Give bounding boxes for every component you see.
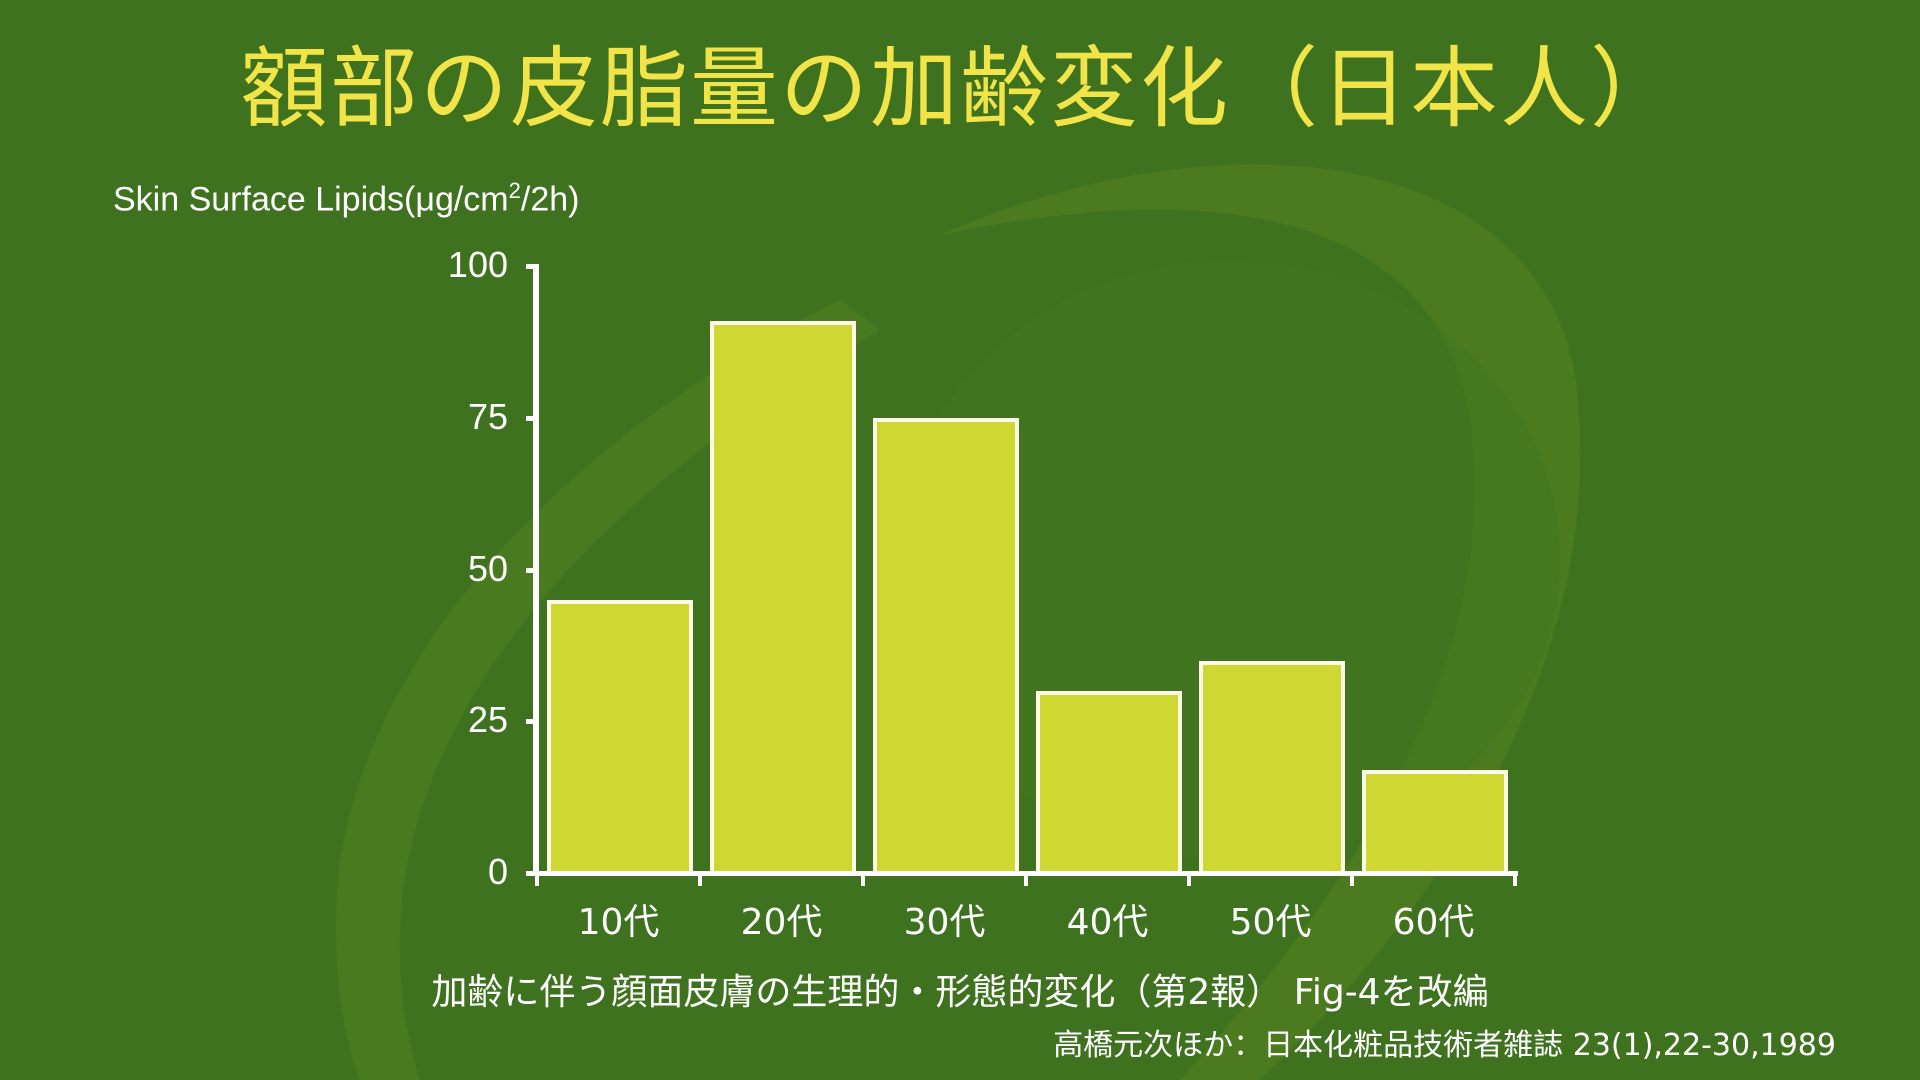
x-tick — [1513, 874, 1517, 886]
figure-caption: 加齢に伴う顔面皮膚の生理的・形態的変化（第2報） Fig-4を改編 — [431, 972, 1489, 1013]
y-axis-label-tail: /2h) — [520, 180, 580, 219]
x-category-label: 30代 — [903, 902, 986, 943]
y-tick — [526, 415, 536, 421]
y-axis-line — [533, 264, 539, 876]
y-tick — [526, 567, 536, 573]
y-axis-label: Skin Surface Lipids(μg/cm2/2h) — [113, 178, 579, 219]
y-tick-label: 50 — [467, 547, 508, 589]
bar-20代 — [710, 320, 856, 871]
bar-50代 — [1199, 660, 1345, 871]
x-axis-line — [533, 871, 1518, 876]
y-tick-label: 100 — [447, 244, 508, 285]
source-citation: 高橋元次ほか：日本化粧品技術者雑誌 23(1),22-30,1989 — [1053, 1028, 1836, 1063]
y-tick-label: 0 — [487, 851, 508, 892]
y-tick — [526, 871, 536, 876]
y-tick-label: 25 — [467, 699, 508, 741]
y-axis-label-main: Skin Surface Lipids(μg/cm — [113, 180, 509, 219]
y-tick-label: 75 — [467, 395, 508, 437]
chart-title: 額部の皮脂量の加齢変化（日本人） — [239, 37, 1680, 140]
bar-60代 — [1362, 769, 1508, 871]
bar-10代 — [547, 599, 693, 871]
bar-30代 — [873, 417, 1019, 871]
y-axis-label-superscript: 2 — [508, 178, 521, 203]
x-category-label: 50代 — [1229, 902, 1312, 943]
x-tick — [861, 874, 865, 886]
x-category-label: 60代 — [1392, 902, 1475, 943]
x-category-label: 10代 — [577, 902, 660, 943]
bar-40代 — [1036, 690, 1182, 871]
x-tick — [1187, 874, 1191, 886]
x-category-label: 40代 — [1066, 902, 1149, 943]
y-tick — [526, 264, 536, 269]
x-tick — [1350, 874, 1354, 886]
x-tick — [698, 874, 702, 886]
x-category-label: 20代 — [740, 902, 823, 943]
x-tick — [1024, 874, 1028, 886]
x-tick — [535, 874, 539, 886]
y-tick — [526, 719, 536, 725]
